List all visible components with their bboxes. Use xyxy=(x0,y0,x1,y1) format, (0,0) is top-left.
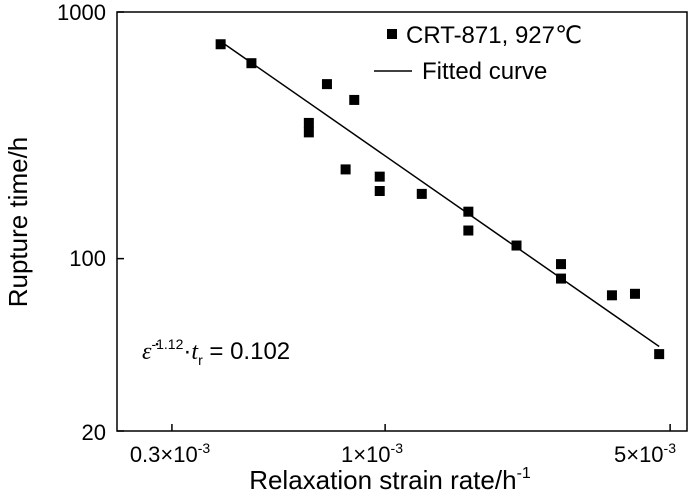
data-point-15 xyxy=(606,290,617,301)
data-point-5 xyxy=(340,164,351,175)
y-tick-label-100: 100 xyxy=(69,246,106,271)
data-point-9 xyxy=(416,188,427,199)
legend: CRT-871, 927℃ Fitted curve xyxy=(374,22,582,85)
x-axis-title: Relaxation strain rate/h-1 xyxy=(249,465,531,495)
equation-annotation: ε̇-1.12·tr = 0.102 xyxy=(142,336,290,368)
y-tick-label-1000: 1000 xyxy=(57,0,106,25)
legend-label-scatter: CRT-871, 927℃ xyxy=(406,22,582,49)
data-point-2 xyxy=(303,117,314,128)
data-point-11 xyxy=(463,225,474,236)
x-tick-label-0: 0.3×10-3 xyxy=(130,440,211,467)
data-point-3 xyxy=(303,127,314,138)
data-point-1 xyxy=(246,58,257,69)
plot-area xyxy=(116,11,688,432)
data-point-4 xyxy=(321,79,332,90)
y-axis-title: Rupture time/h xyxy=(3,137,33,308)
legend-marker-square xyxy=(387,29,397,39)
data-point-13 xyxy=(556,259,567,270)
data-point-7 xyxy=(374,171,385,182)
data-point-6 xyxy=(349,94,360,105)
x-tick-label-2: 5×10-3 xyxy=(614,440,676,467)
data-points xyxy=(215,39,665,360)
legend-label-line: Fitted curve xyxy=(422,58,547,85)
data-point-8 xyxy=(374,186,385,197)
data-point-17 xyxy=(654,349,665,360)
fitted-curve-line xyxy=(220,40,660,348)
data-point-12 xyxy=(511,240,522,251)
data-point-0 xyxy=(215,39,226,50)
data-point-16 xyxy=(629,288,640,299)
data-point-14 xyxy=(556,273,567,284)
axis-ticks xyxy=(117,11,671,432)
x-tick-label-1: 1×10-3 xyxy=(341,440,403,467)
y-tick-label-20: 20 xyxy=(82,420,106,445)
data-point-10 xyxy=(463,206,474,217)
